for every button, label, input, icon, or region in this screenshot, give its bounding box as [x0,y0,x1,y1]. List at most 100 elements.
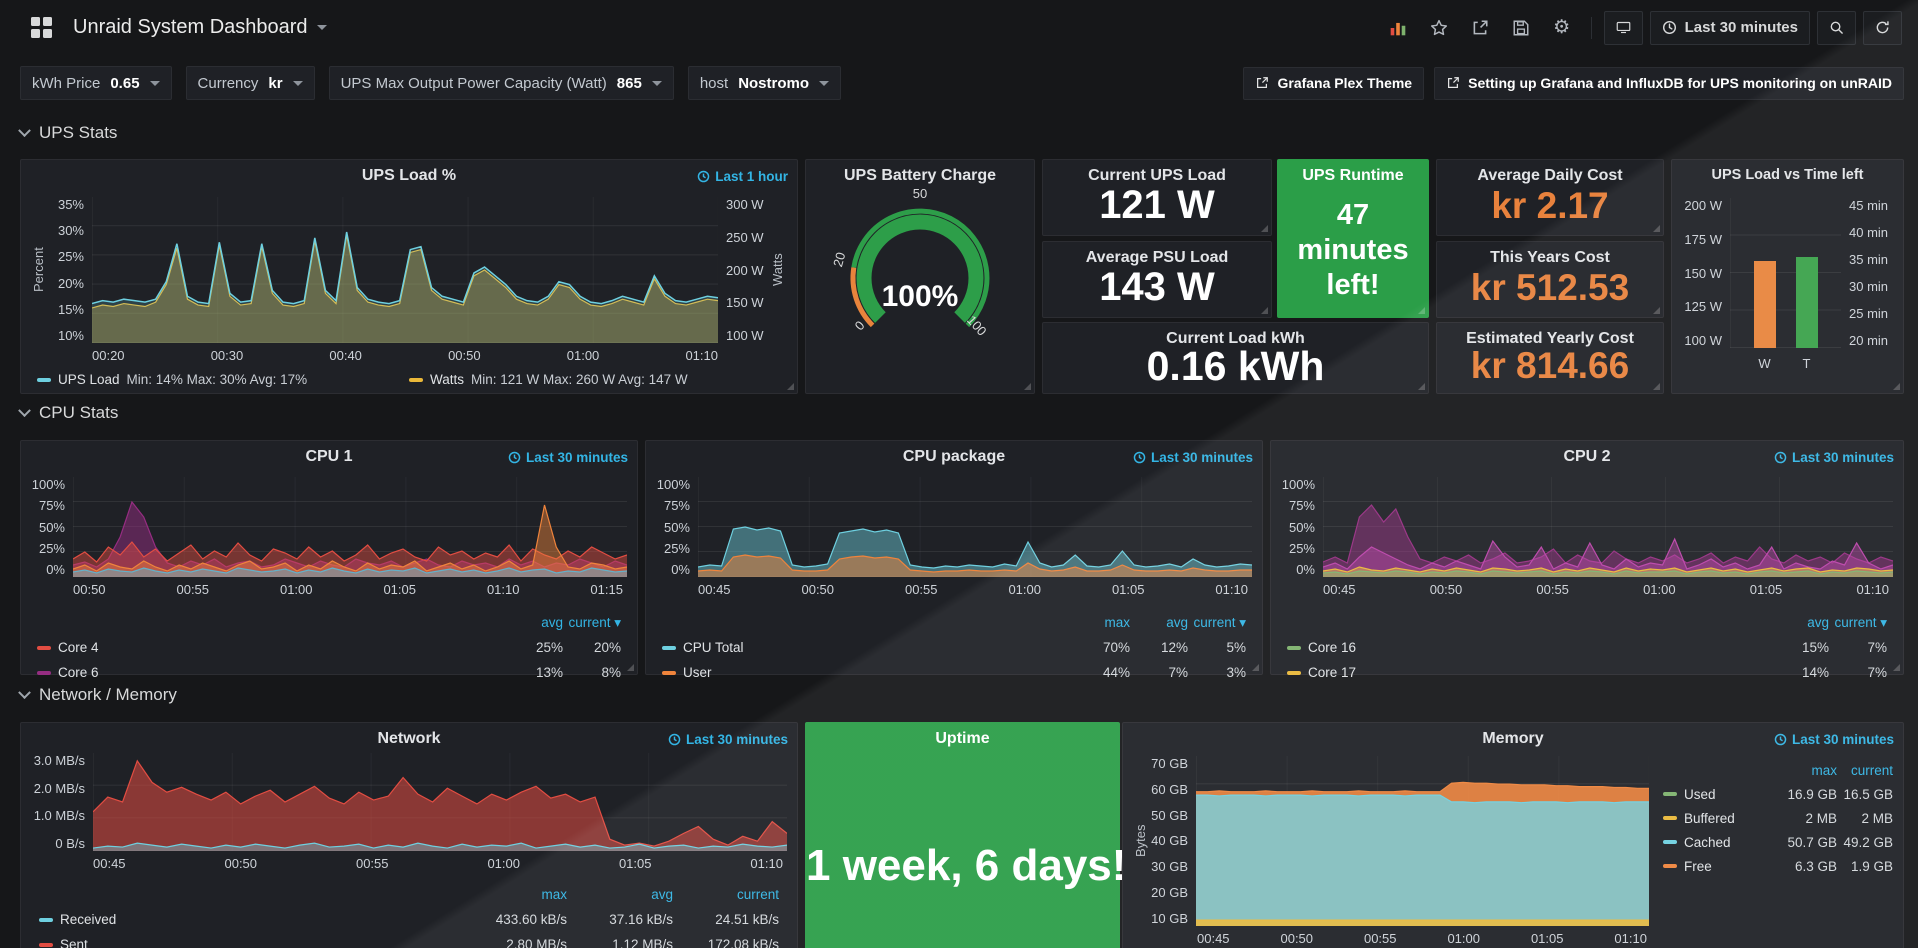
panel-timerange[interactable]: Last 30 minutes [1774,732,1894,747]
panel-ups-runtime: UPS Runtime 47 minutes left! [1277,159,1429,318]
legend-column-header[interactable]: avg [651,887,673,902]
panel-timerange[interactable]: Last 30 minutes [1133,450,1253,465]
save-dashboard-button[interactable] [1504,11,1538,45]
panel-title[interactable]: This Years Cost [1490,249,1610,266]
panel-timerange[interactable]: Last 30 minutes [668,732,788,747]
legend-value: 14% [1801,665,1829,680]
external-link-icon [1257,77,1269,88]
legend-column-header[interactable]: current ▾ [1193,614,1246,630]
time-picker-button[interactable]: Last 30 minutes [1649,10,1810,45]
y-axis-tick: 35% [57,197,84,212]
series-color-swatch [1287,645,1301,650]
panel-timerange-label: Last 30 minutes [525,450,628,465]
cpu1-graph[interactable] [73,477,627,577]
panel-title[interactable]: Memory [1482,730,1544,747]
legend-value: 50.7 GB [1787,834,1837,850]
legend-header: avg current ▾ [1287,610,1887,635]
legend-row[interactable]: Used 16.9 GB 16.5 GB [1663,782,1893,806]
x-axis-tick: 00:50 [1429,582,1463,597]
legend-item[interactable]: Watts Min: 121 W Max: 260 W Avg: 147 W [409,372,781,387]
panel-title[interactable]: Network [377,730,441,747]
panel-title[interactable]: UPS Load % [361,167,457,184]
y-axis-tick: 40 GB [1151,833,1188,849]
panel-title[interactable]: UPS Battery Charge [843,167,997,184]
y-axis-tick: 300 W [726,197,764,212]
legend-column-header[interactable]: current ▾ [568,614,621,630]
legend-column-header[interactable]: avg [1166,615,1188,630]
panel-timerange[interactable]: Last 30 minutes [508,450,628,465]
legend-row[interactable]: Received 433.60 kB/s 37.16 kB/s 24.51 kB/s [39,907,779,932]
legend-column-header[interactable]: max [1811,762,1837,778]
zoom-out-button[interactable] [1817,10,1856,45]
cpu-package-graph[interactable] [698,477,1252,577]
x-axis-tick: 00:55 [176,582,210,597]
variable-control[interactable]: host Nostromo [687,66,842,100]
apps-menu-button[interactable] [24,11,58,45]
panel-title[interactable]: CPU 2 [1563,448,1611,465]
cycle-view-button[interactable] [1603,10,1643,45]
row-header-ups-stats[interactable]: UPS Stats [18,121,118,145]
row-title: CPU Stats [39,403,119,422]
panel-title[interactable]: Estimated Yearly Cost [1466,330,1634,347]
panel-title[interactable]: UPS Load vs Time left [1711,167,1864,183]
legend-column-header[interactable]: max [1104,615,1130,630]
panel-title[interactable]: CPU 1 [305,448,353,465]
dashboard-settings-button[interactable]: ⚙ [1545,11,1579,45]
legend-row[interactable]: Free 6.3 GB 1.9 GB [1663,854,1893,878]
legend-column-header[interactable]: avg [1807,615,1829,630]
legend-row[interactable]: Buffered 2 MB 2 MB [1663,806,1893,830]
legend-column-header[interactable]: max [541,887,567,902]
bar-label: W [1758,356,1771,371]
panel-title[interactable]: CPU package [902,448,1006,465]
variable-control[interactable]: Currency kr [185,66,315,100]
y-axis-tick: 150 W [726,295,764,311]
legend-column-header[interactable]: current [1850,762,1893,778]
legend-row[interactable]: Core 6 13% 8% [37,660,621,685]
legend-series-name: Watts [430,372,465,387]
legend-column-header[interactable]: avg [541,615,563,630]
ups-load-graph[interactable] [92,197,718,343]
bar-gauge-plot: W T [1730,198,1841,371]
legend-row[interactable]: Core 17 14% 7% [1287,660,1887,685]
variable-control[interactable]: UPS Max Output Power Capacity (Watt) 865 [328,66,674,100]
row-header-cpu-stats[interactable]: CPU Stats [18,401,119,425]
y-axis-tick: 50% [38,519,65,535]
y-axis-tick: 50% [1288,519,1315,535]
legend-row[interactable]: User 44% 7% 3% [662,660,1246,685]
legend-row[interactable]: CPU Total 70% 12% 5% [662,635,1246,660]
dashboard-link[interactable]: Grafana Plex Theme [1243,66,1425,100]
row-header-network-memory[interactable]: Network / Memory [18,683,177,707]
dashboard-link[interactable]: Setting up Grafana and InfluxDB for UPS … [1434,66,1904,100]
share-dashboard-button[interactable] [1463,11,1497,45]
panel-title[interactable]: Current Load kWh [1166,330,1305,347]
panel-title[interactable]: Average Daily Cost [1477,167,1623,184]
x-axis-tick: 01:10 [685,348,718,363]
refresh-button[interactable] [1863,10,1902,45]
network-graph[interactable] [93,753,787,851]
add-panel-button[interactable] [1381,11,1415,45]
legend-row[interactable]: Core 4 25% 20% [37,635,621,660]
y-axis-left: 100% 75% 50% 25% 0% [31,477,73,577]
chevron-down-icon [18,123,31,137]
cpu2-graph[interactable] [1323,477,1893,577]
legend: avg current ▾ Core 4 25% 20% Core 6 13% 8% [31,610,627,685]
panel-timerange[interactable]: Last 30 minutes [1774,450,1894,465]
panel-title[interactable]: Uptime [935,730,990,747]
panel-timerange[interactable]: Last 1 hour [697,169,788,184]
legend-item[interactable]: UPS Load Min: 14% Max: 30% Avg: 17% [37,372,409,387]
series-color-swatch [37,645,51,650]
legend-row[interactable]: Sent 2.80 MB/s 1.12 MB/s 172.08 kB/s [39,932,779,948]
legend-row[interactable]: Core 16 15% 7% [1287,635,1887,660]
legend-row[interactable]: Cached 50.7 GB 49.2 GB [1663,830,1893,854]
panel-title[interactable]: Average PSU Load [1085,249,1229,266]
star-dashboard-button[interactable] [1422,11,1456,45]
memory-graph[interactable] [1196,756,1649,926]
variable-control[interactable]: kWh Price 0.65 [20,66,172,100]
variable-value: 0.65 [110,74,140,92]
legend-column-header[interactable]: current [736,887,779,902]
panel-title[interactable]: UPS Runtime [1302,167,1404,184]
row-title: UPS Stats [39,123,118,142]
legend-column-header[interactable]: current ▾ [1834,614,1887,630]
dashboard-title-dropdown[interactable]: Unraid System Dashboard [73,16,327,39]
panel-title[interactable]: Current UPS Load [1088,167,1226,184]
